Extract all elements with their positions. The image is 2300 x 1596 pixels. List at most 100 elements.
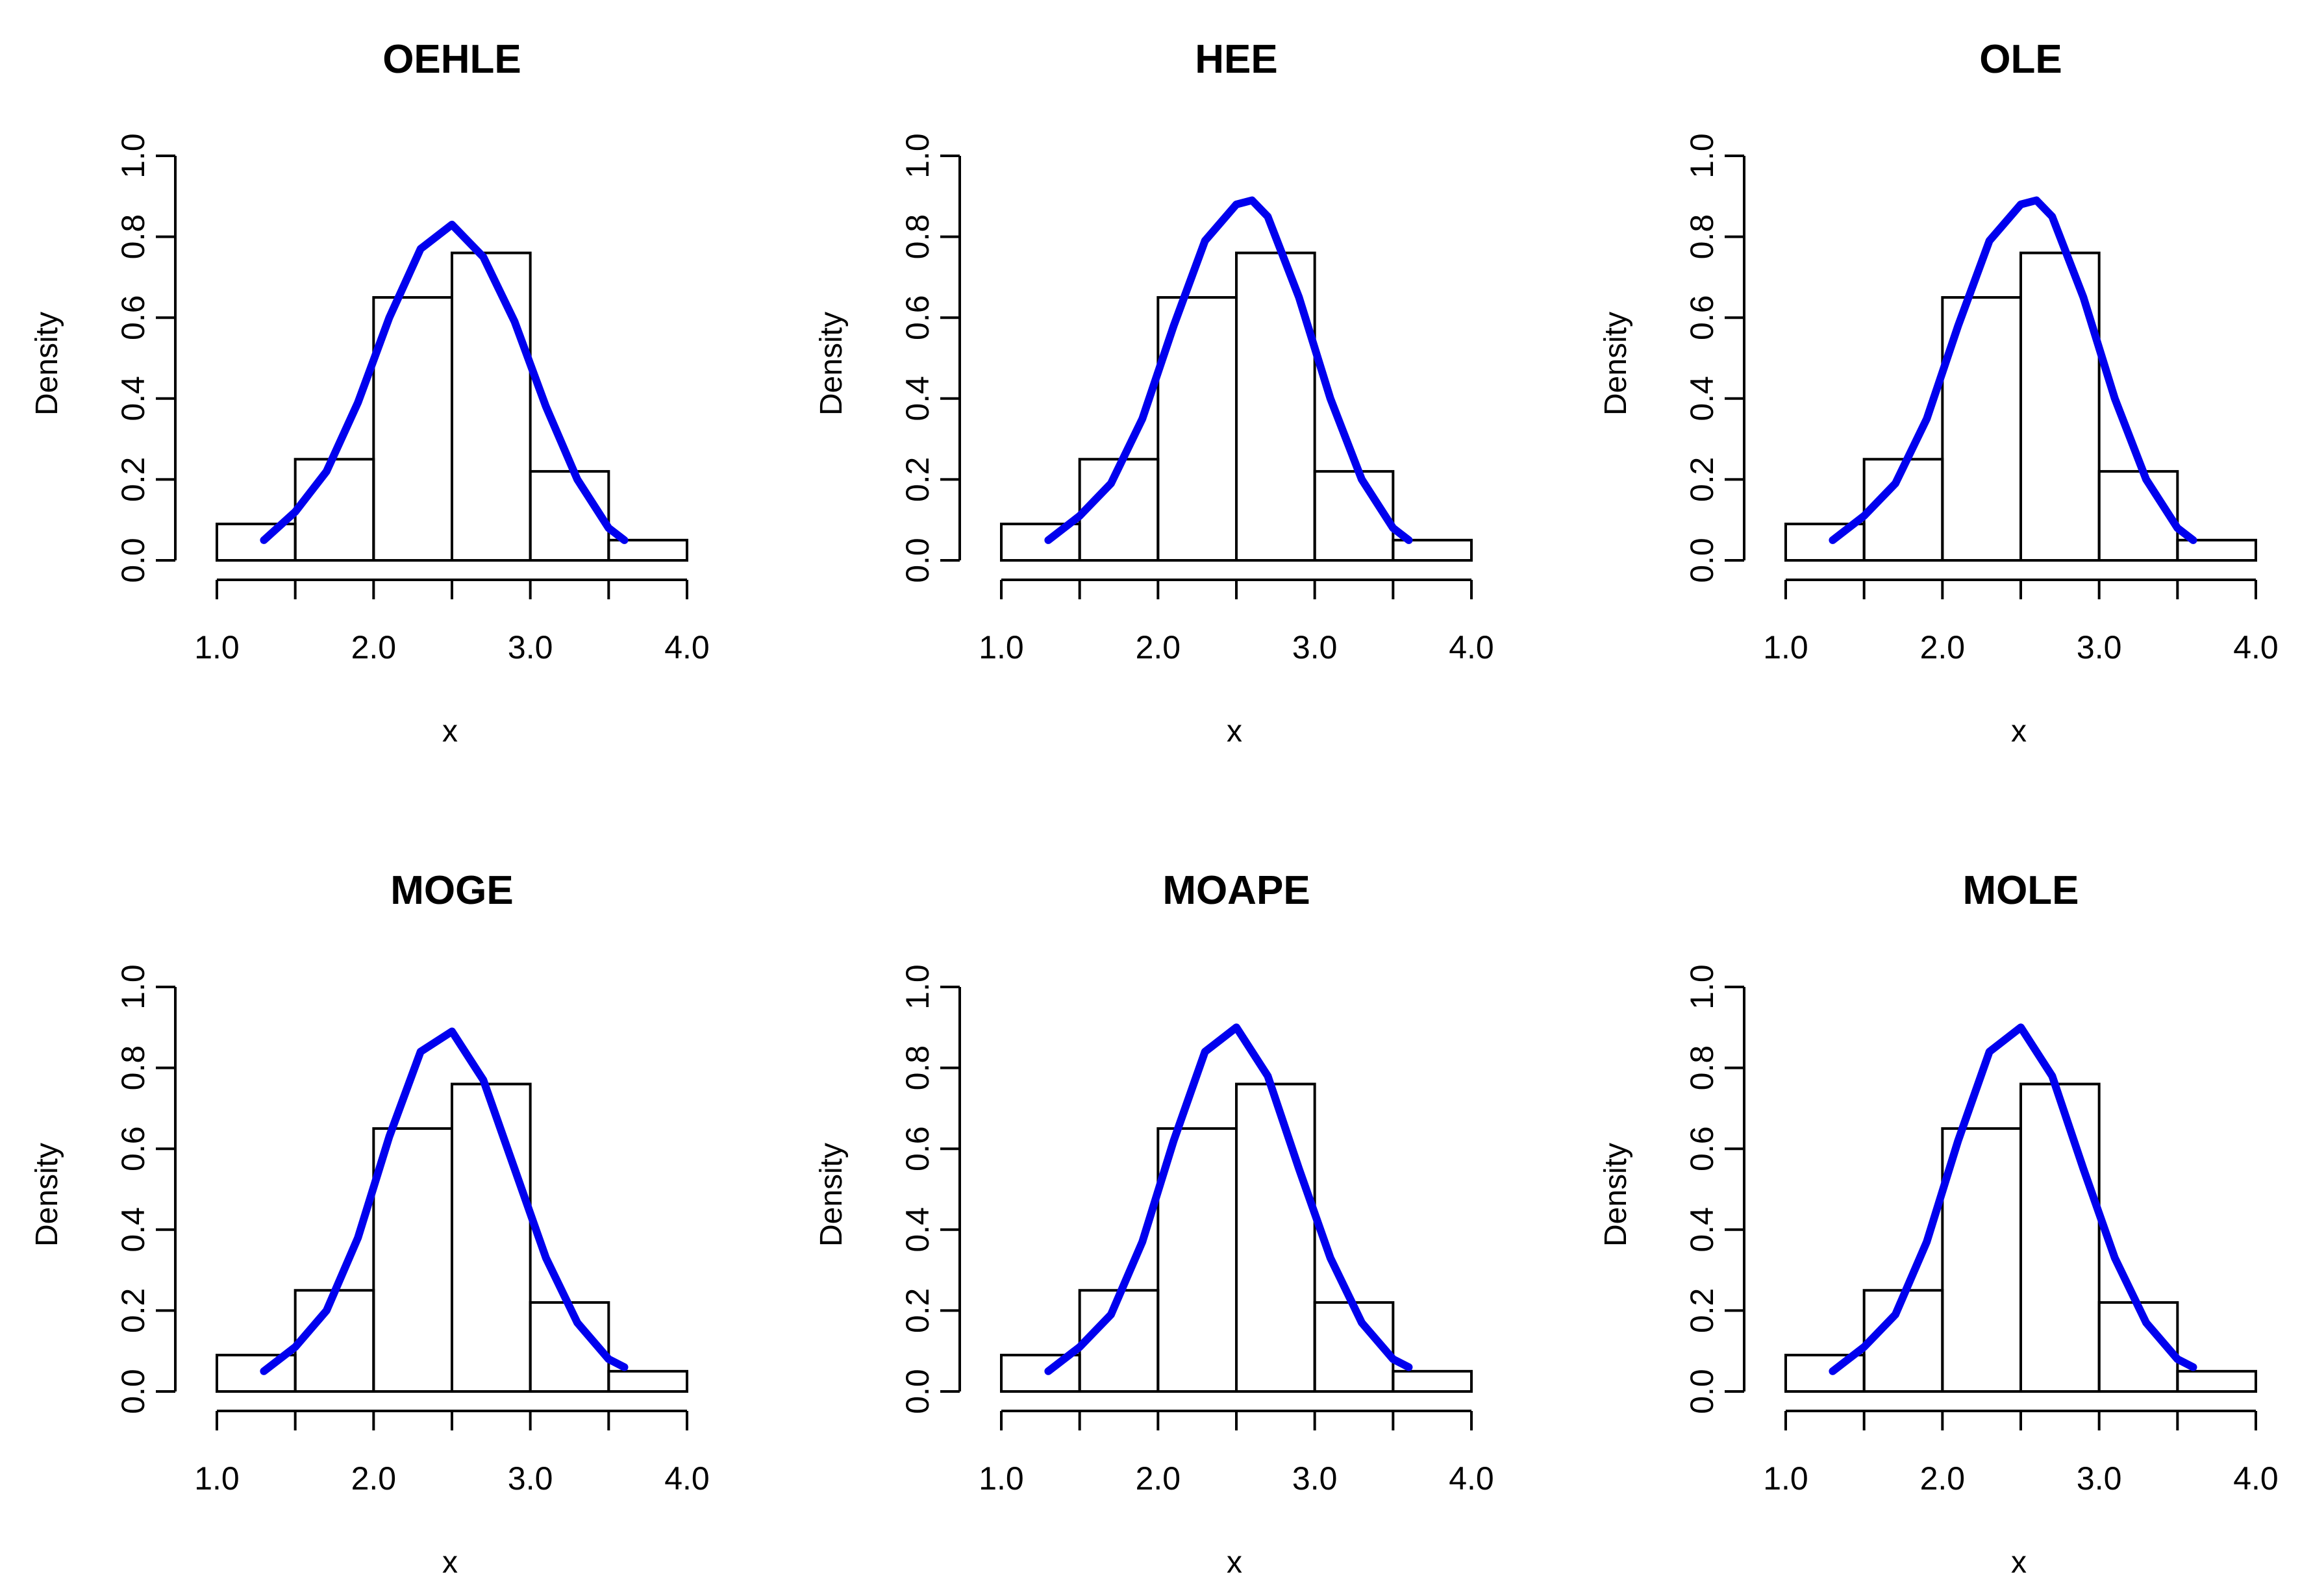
y-axis-label: Density [30, 312, 64, 416]
density-curve [1044, 196, 1413, 544]
y-tick-label: 0.8 [899, 1045, 936, 1091]
y-tick-label: 0.2 [115, 457, 151, 503]
y-tick-label: 0.6 [899, 295, 936, 340]
y-tick-label: 0.4 [899, 376, 936, 421]
x-tick-label: 3.0 [1292, 1460, 1338, 1497]
y-tick-label: 0.0 [1684, 538, 1720, 583]
x-tick-label: 1.0 [1763, 629, 1808, 666]
y-tick-label: 1.0 [1684, 964, 1720, 1010]
y-axis-label: Density [1599, 1143, 1633, 1247]
y-tick-label: 0.6 [115, 1126, 151, 1171]
density-curve [1044, 1023, 1413, 1375]
density-curve [260, 1027, 629, 1375]
x-tick-label: 3.0 [508, 1460, 553, 1497]
y-axis-label: Density [814, 312, 849, 416]
histogram-bar [2019, 251, 2101, 562]
y-tick-label: 0.4 [115, 1207, 151, 1253]
panel-title: MOGE [390, 868, 513, 913]
y-tick-label: 0.4 [115, 376, 151, 421]
y-tick-label: 1.0 [115, 133, 151, 179]
x-tick-label: 4.0 [1449, 1460, 1494, 1497]
x-tick-label: 1.0 [979, 629, 1024, 666]
x-tick-label: 1.0 [194, 1460, 240, 1497]
histogram-bar [1235, 251, 1316, 562]
x-axis-label: x [2011, 714, 2027, 749]
y-tick-label: 0.0 [1684, 1369, 1720, 1414]
y-tick-label: 0.8 [115, 1045, 151, 1091]
panel-title: OEHLE [382, 37, 521, 82]
panel-title: MOLE [1962, 868, 2079, 913]
y-tick-label: 0.4 [1684, 1207, 1720, 1253]
histogram-panel-ole: OLE 1.0 2.0 3.0 4.0 0.0 0.2 0.4 0.6 0.8 1.0 x Densit… [1599, 37, 2279, 749]
x-tick-label: 3.0 [508, 629, 553, 666]
histogram-panel-mole: MOLE 1.0 2.0 3.0 4.0 0.0 0.2 0.4 0.6 0.8 1.0 x Densi… [1599, 868, 2279, 1580]
histogram-bar [451, 1082, 532, 1393]
y-tick-label: 0.8 [1684, 1045, 1720, 1091]
x-tick-label: 2.0 [1920, 1460, 1966, 1497]
histogram-bar [607, 1369, 688, 1393]
y-tick-label: 1.0 [899, 964, 936, 1010]
x-tick-label: 4.0 [664, 629, 710, 666]
histogram-bar [2176, 538, 2257, 562]
y-tick-label: 0.2 [115, 1288, 151, 1334]
histogram-bar [2176, 1369, 2257, 1393]
histogram-bar [607, 538, 688, 562]
y-tick-label: 0.4 [1684, 376, 1720, 421]
histogram-panel-oehle: OEHLE 1.0 2.0 3.0 4.0 0.0 0.2 0.4 0.6 0.8 1.0 x Dens… [30, 37, 710, 749]
y-tick-label: 0.0 [115, 538, 151, 583]
x-tick-label: 1.0 [1763, 1460, 1808, 1497]
y-axis-label: Density [814, 1143, 849, 1247]
histogram-bar [1392, 538, 1473, 562]
x-tick-label: 4.0 [664, 1460, 710, 1497]
y-tick-label: 1.0 [899, 133, 936, 179]
y-tick-label: 0.2 [899, 457, 936, 503]
x-tick-label: 2.0 [1920, 629, 1966, 666]
histogram-bar [1313, 469, 1395, 562]
x-tick-label: 1.0 [194, 629, 240, 666]
panel-title: OLE [1979, 37, 2062, 82]
x-axis-label: x [442, 1545, 458, 1580]
density-curve [1829, 196, 2197, 544]
y-tick-label: 1.0 [115, 964, 151, 1010]
x-tick-label: 2.0 [351, 629, 397, 666]
x-tick-label: 3.0 [2077, 1460, 2122, 1497]
histogram-bar [1235, 1082, 1316, 1393]
y-tick-label: 0.6 [1684, 1126, 1720, 1171]
panel-title: HEE [1195, 37, 1277, 82]
x-axis-label: x [442, 714, 458, 749]
y-tick-label: 0.2 [899, 1288, 936, 1334]
histogram-bar [1392, 1369, 1473, 1393]
y-tick-label: 0.8 [115, 214, 151, 260]
y-tick-label: 1.0 [1684, 133, 1720, 179]
y-tick-label: 0.6 [115, 295, 151, 340]
y-tick-label: 0.2 [1684, 1288, 1720, 1334]
x-tick-label: 2.0 [351, 1460, 397, 1497]
histogram-panel-hee: HEE 1.0 2.0 3.0 4.0 0.0 0.2 0.4 0.6 0.8 1.0 x Densit… [814, 37, 1494, 749]
x-axis-label: x [2011, 1545, 2027, 1580]
x-axis-label: x [1227, 1545, 1242, 1580]
y-tick-label: 0.6 [899, 1126, 936, 1171]
y-tick-label: 0.2 [1684, 457, 1720, 503]
histogram-panel-moge: MOGE 1.0 2.0 3.0 4.0 0.0 0.2 0.4 0.6 0.8 1.0 x Densi… [30, 868, 710, 1580]
density-curve [1829, 1023, 2197, 1375]
histogram-bar [529, 469, 610, 562]
histogram-bar [451, 251, 532, 562]
density-curve [260, 220, 629, 544]
y-axis-label: Density [1599, 312, 1633, 416]
x-tick-label: 2.0 [1136, 629, 1181, 666]
y-tick-label: 0.0 [899, 1369, 936, 1414]
y-axis-label: Density [30, 1143, 64, 1247]
x-tick-label: 3.0 [1292, 629, 1338, 666]
x-tick-label: 2.0 [1136, 1460, 1181, 1497]
x-axis-label: x [1227, 714, 1242, 749]
y-tick-label: 0.8 [899, 214, 936, 260]
y-tick-label: 0.8 [1684, 214, 1720, 260]
y-tick-label: 0.4 [899, 1207, 936, 1253]
y-tick-label: 0.0 [899, 538, 936, 583]
histogram-panel-moape: MOAPE 1.0 2.0 3.0 4.0 0.0 0.2 0.4 0.6 0.8 1.0 x Dens… [814, 868, 1494, 1580]
panel-title: MOAPE [1162, 868, 1310, 913]
x-tick-label: 4.0 [1449, 629, 1494, 666]
x-tick-label: 3.0 [2077, 629, 2122, 666]
